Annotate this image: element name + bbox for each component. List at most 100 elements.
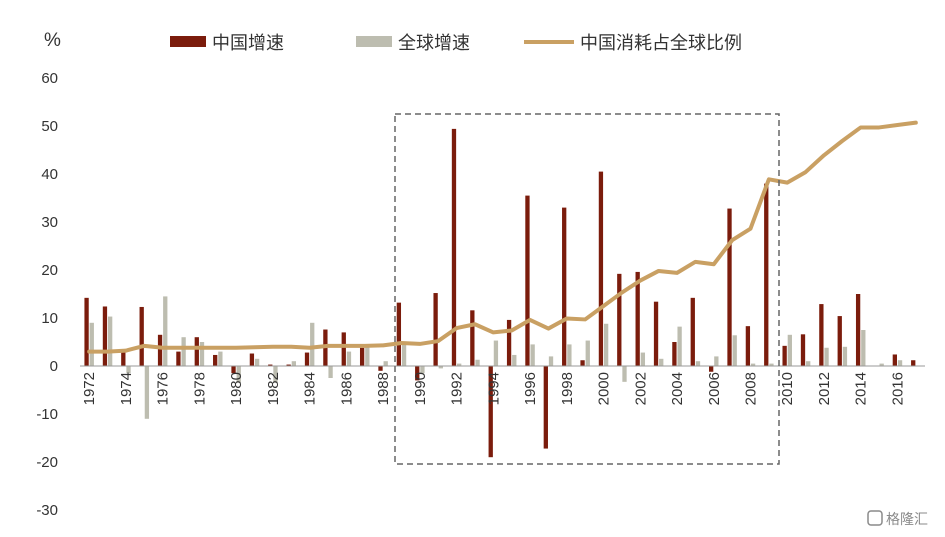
bar-global-growth	[218, 351, 223, 366]
bar-china-growth	[249, 353, 255, 366]
bar-global-growth	[842, 346, 848, 366]
bar-global-growth	[493, 340, 499, 366]
bar-china-growth	[102, 306, 108, 366]
x-tick-label: 1998	[559, 372, 576, 405]
x-tick-label: 1992	[449, 372, 466, 405]
y-tick-label: -30	[36, 502, 58, 519]
legend-label-china-share: 中国消耗占全球比例	[580, 33, 742, 54]
bar-china-growth	[562, 207, 567, 366]
bar-global-growth	[640, 352, 646, 366]
bar-china-growth	[727, 208, 732, 366]
bar-china-growth	[213, 354, 218, 366]
bar-china-growth	[139, 306, 144, 366]
x-tick-label: 1996	[522, 372, 539, 405]
bar-global-growth	[438, 366, 443, 369]
x-tick-label: 1990	[412, 372, 429, 405]
x-tick-label: 1978	[191, 372, 208, 405]
bar-china-growth	[488, 366, 493, 458]
watermark-text: 格隆汇	[886, 512, 928, 528]
bar-global-growth	[548, 356, 554, 366]
x-tick-label: 1988	[375, 372, 392, 405]
bar-china-growth	[855, 294, 861, 366]
x-tick-label: 1974	[118, 372, 135, 405]
bar-global-growth	[108, 316, 113, 366]
x-tick-label: 2006	[706, 372, 723, 405]
bar-global-growth	[310, 322, 315, 366]
x-tick-label: 1984	[302, 372, 319, 405]
legend-label-global-growth: 全球增速	[398, 33, 470, 54]
y-axis: -30 -20 -10 0 10 20 30 40 50 60	[36, 70, 58, 519]
bar-global-growth	[512, 354, 517, 366]
bar-china-growth	[782, 345, 787, 366]
y-tick-label: -20	[36, 454, 58, 471]
y-tick-label: 60	[41, 70, 58, 87]
bar-china-growth	[598, 171, 604, 366]
bar-global-growth	[89, 322, 94, 366]
bar-china-growth	[378, 366, 383, 371]
x-tick-label: 1972	[81, 372, 98, 405]
bar-china-growth	[176, 351, 181, 366]
bar-china-growth	[121, 351, 126, 366]
y-tick-label: 0	[50, 358, 58, 375]
bar-china-growth	[433, 293, 438, 366]
bar-global-growth	[567, 344, 572, 366]
x-tick-label: 1986	[338, 372, 355, 405]
bar-china-growth	[543, 366, 548, 449]
bar-china-growth	[672, 342, 677, 366]
bar-global-growth	[603, 323, 609, 366]
bar-global-growth	[144, 366, 150, 419]
bar-china-growth	[506, 319, 512, 366]
highlight-dashed-box	[394, 113, 780, 465]
share-line-group	[87, 120, 918, 354]
bar-china-growth	[84, 297, 89, 366]
bar-china-growth	[268, 364, 273, 366]
bar-global-growth	[199, 342, 205, 366]
bar-global-growth	[714, 356, 719, 366]
bar-china-growth	[690, 297, 695, 366]
x-tick-label: 2016	[889, 372, 906, 405]
bar-china-growth	[304, 352, 310, 366]
bar-global-growth	[695, 361, 701, 366]
bar-china-growth	[745, 326, 751, 366]
bar-global-growth	[769, 363, 774, 366]
bar-global-growth	[420, 366, 425, 374]
bar-global-growth	[787, 334, 792, 366]
bar-global-growth	[677, 326, 682, 366]
bars	[84, 128, 916, 458]
bar-china-growth	[709, 366, 714, 372]
bar-global-growth	[254, 358, 260, 366]
bar-global-growth	[585, 340, 590, 366]
bar-china-growth	[892, 354, 897, 366]
x-tick-label: 2000	[596, 372, 613, 405]
bar-global-growth	[383, 361, 388, 366]
x-tick-label: 1980	[228, 372, 245, 405]
y-tick-label: 10	[41, 310, 58, 327]
y-tick-label: 50	[41, 118, 58, 135]
x-tick-label: 2002	[632, 372, 649, 405]
y-tick-label: 40	[41, 166, 58, 183]
bar-china-growth	[415, 366, 420, 381]
bar-global-growth	[750, 363, 756, 366]
x-tick-label: 1976	[155, 372, 172, 405]
bar-global-growth	[365, 346, 370, 366]
bar-china-growth	[231, 366, 236, 374]
legend: 中国增速 全球增速 中国消耗占全球比例	[170, 33, 742, 54]
legend-label-china-growth: 中国增速	[212, 33, 284, 54]
legend-swatch-global-growth	[356, 36, 392, 47]
bar-china-growth	[800, 334, 806, 366]
bar-china-growth	[396, 302, 402, 366]
bar-global-growth	[806, 361, 811, 366]
bar-global-growth	[346, 351, 352, 366]
bar-china-growth	[525, 195, 530, 366]
bar-china-growth	[359, 347, 365, 366]
bar-china-growth	[837, 316, 842, 366]
bar-global-growth	[163, 296, 168, 366]
bar-china-growth	[451, 128, 457, 366]
bar-global-growth	[401, 342, 407, 366]
bar-global-growth	[530, 344, 535, 366]
watermark-logo-icon	[867, 510, 883, 526]
bar-china-growth	[764, 183, 769, 366]
bar-china-growth	[470, 310, 475, 366]
x-tick-label: 2014	[853, 372, 870, 405]
